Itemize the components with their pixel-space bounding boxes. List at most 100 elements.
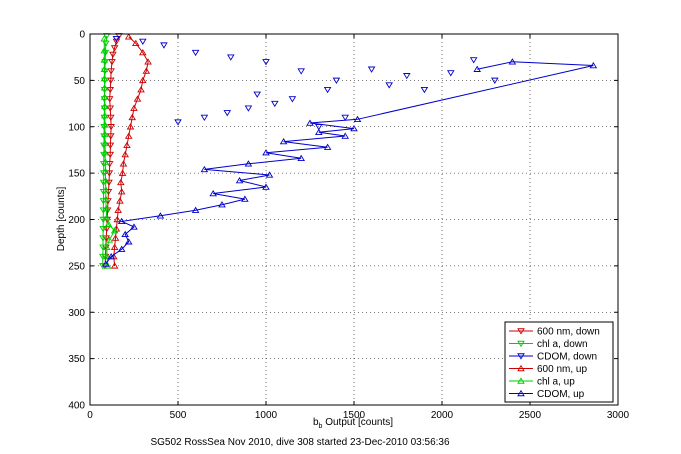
x-tick-label: 2000 (431, 410, 454, 421)
figure-caption: SG502 RossSea Nov 2010, dive 308 started… (150, 437, 450, 448)
data-point-chl-a-up (100, 56, 109, 63)
data-point-cdom-up (107, 253, 115, 260)
data-point-600-nm-down (112, 38, 121, 45)
data-point-cdom-up (241, 195, 249, 202)
data-point-cdom-up (508, 58, 517, 65)
data-point-600-nm-up (116, 197, 124, 204)
data-point-cdom-down (332, 77, 341, 84)
data-point-600-nm-up (139, 48, 147, 56)
data-point-600-nm-up (110, 262, 119, 269)
data-point-cdom-up (117, 217, 126, 225)
data-point-cdom-down (297, 68, 305, 75)
data-point-600-nm-down (106, 86, 115, 94)
data-point-cdom-down (341, 114, 349, 122)
data-point-cdom-down (367, 66, 376, 73)
data-point-chl-a-up (101, 121, 109, 128)
legend-box (504, 321, 614, 403)
data-point-chl-a-up (104, 220, 113, 227)
data-point-cdom-up (102, 260, 110, 267)
data-point-600-nm-down (108, 59, 116, 66)
x-axis-label: bb Output [counts] (313, 417, 393, 430)
data-point-chl-a-up (100, 84, 109, 91)
data-point-600-nm-up (128, 113, 137, 121)
data-point-chl-a-down (99, 253, 107, 261)
data-point-cdom-up (244, 160, 253, 167)
legend-marker (517, 364, 525, 372)
data-point-chl-a-up (102, 243, 111, 251)
data-point-cdom-up (279, 138, 288, 145)
data-point-cdom-up (218, 201, 226, 208)
data-point-cdom-down (160, 42, 168, 49)
data-point-cdom-up (124, 238, 133, 245)
legend-marker (517, 389, 525, 397)
data-point-cdom-down (191, 49, 200, 57)
data-point-600-nm-down (110, 45, 119, 52)
x-tick-label: 1500 (343, 410, 366, 421)
data-point-chl-a-up (100, 74, 109, 82)
data-point-600-nm-up (124, 33, 133, 40)
legend-label: CDOM, up (537, 389, 585, 400)
data-point-600-nm-up (123, 141, 131, 149)
data-point-chl-a-up (101, 149, 109, 156)
legend-marker (517, 377, 525, 384)
data-point-cdom-up (262, 183, 270, 190)
x-tick-label: 1000 (255, 410, 278, 421)
data-point-cdom-up (262, 149, 270, 156)
data-point-cdom-down (385, 82, 393, 89)
data-point-chl-a-up (101, 167, 110, 174)
data-point-600-nm-up (130, 104, 138, 111)
data-point-chl-a-up (102, 204, 110, 212)
data-point-chl-a-up (101, 158, 110, 165)
data-point-600-nm-up (111, 234, 120, 241)
y-tick-label: 100 (68, 122, 85, 133)
data-point-chl-a-up (102, 195, 110, 202)
data-point-chl-a-up (105, 236, 114, 243)
data-point-600-nm-up (126, 123, 135, 130)
data-point-cdom-up (297, 154, 305, 161)
data-point-chl-a-up (101, 139, 109, 147)
data-point-600-nm-up (117, 188, 126, 195)
x-axis-label-subscript: b (319, 423, 323, 430)
data-point-600-nm-up (113, 215, 122, 223)
data-point-cdom-up (156, 212, 165, 219)
data-point-cdom-down (288, 96, 297, 103)
data-point-chl-a-down (99, 235, 107, 242)
data-point-cdom-down (223, 110, 232, 117)
data-point-cdom-down (244, 105, 253, 112)
series-layer (99, 33, 598, 270)
legend-label: CDOM, down (537, 352, 597, 363)
data-point-cdom-down (420, 86, 429, 94)
data-point-chl-a-up (103, 253, 112, 260)
data-point-600-nm-up (124, 132, 133, 139)
data-point-cdom-down (112, 35, 121, 43)
data-point-chl-a-down (99, 226, 107, 233)
data-point-cdom-up (117, 245, 126, 252)
data-point-cdom-down (403, 73, 411, 80)
data-point-600-nm-up (121, 151, 129, 158)
axis-ticks: 0 500 1000 1500 2000 2500 3000 0 50 100 150 200 250 3… (68, 30, 629, 422)
data-point-chl-a-up (100, 102, 109, 110)
x-tick-label: 0 (87, 410, 93, 421)
series-line-600-nm-down (104, 35, 120, 266)
data-point-cdom-up (121, 230, 129, 238)
data-point-600-nm-down (106, 105, 115, 112)
y-tick-label: 50 (74, 76, 86, 87)
data-point-600-nm-down (106, 77, 115, 84)
data-point-600-nm-up (114, 206, 122, 213)
data-point-cdom-down (491, 77, 499, 84)
data-point-chl-a-up (100, 93, 109, 100)
legend-marker (517, 328, 525, 335)
series-cdom-down (112, 35, 499, 131)
data-point-cdom-up (315, 128, 323, 136)
y-tick-label: 250 (68, 261, 85, 272)
data-point-chl-a-up (102, 214, 111, 221)
data-point-cdom-up (341, 132, 349, 139)
x-tick-label: 3000 (607, 410, 630, 421)
data-point-chl-a-up (100, 65, 109, 72)
data-point-cdom-up (191, 206, 200, 213)
data-point-600-nm-up (131, 39, 140, 46)
data-point-cdom-down (262, 59, 270, 66)
data-point-cdom-up (353, 115, 362, 123)
